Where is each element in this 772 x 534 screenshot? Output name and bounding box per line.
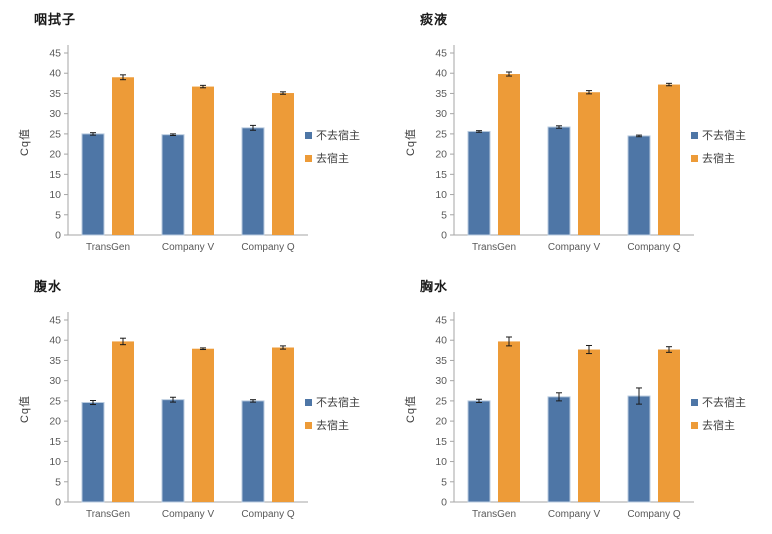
bar-chart: 0 5 10 15 20 25 30 35 40 45 TransGen Company V Compa… (49, 312, 308, 520)
bar-chart: 0 5 10 15 20 25 30 35 40 45 TransGen Company V Compa… (435, 45, 694, 253)
svg-text:15: 15 (49, 436, 61, 448)
svg-text:30: 30 (435, 108, 447, 120)
svg-text:35: 35 (435, 88, 447, 100)
svg-text:5: 5 (55, 476, 61, 488)
legend-item: 去宿主 (691, 150, 746, 166)
svg-text:TransGen: TransGen (86, 509, 130, 520)
legend: 不去宿主 去宿主 (691, 394, 746, 433)
svg-text:10: 10 (435, 456, 447, 468)
svg-text:25: 25 (49, 395, 61, 407)
svg-text:Company V: Company V (162, 242, 215, 253)
chart-panel-pleural-fluid: 胸水 Cq值 0 5 10 15 20 25 30 35 40 45 TransGen Company… (386, 267, 772, 534)
legend-label: 不去宿主 (702, 130, 746, 142)
svg-text:Company Q: Company Q (627, 509, 681, 520)
chart-title: 胸水 (420, 279, 449, 294)
svg-text:30: 30 (435, 375, 447, 387)
svg-text:20: 20 (435, 149, 447, 161)
svg-text:45: 45 (49, 48, 61, 60)
svg-text:25: 25 (49, 128, 61, 140)
svg-text:40: 40 (435, 335, 447, 347)
svg-text:15: 15 (49, 169, 61, 181)
legend-swatch-series2 (691, 154, 698, 162)
svg-text:TransGen: TransGen (86, 242, 130, 253)
svg-text:20: 20 (49, 416, 61, 428)
legend-item: 去宿主 (305, 417, 360, 433)
legend-label: 不去宿主 (316, 397, 360, 409)
chart-panel-sputum: 痰液 Cq值 0 5 10 15 20 25 30 35 40 45 TransGen Company… (386, 0, 772, 267)
legend-item: 不去宿主 (691, 127, 746, 143)
legend-swatch-series2 (305, 154, 312, 162)
svg-text:40: 40 (49, 68, 61, 80)
svg-text:Company Q: Company Q (241, 242, 295, 253)
svg-text:5: 5 (441, 476, 447, 488)
legend-swatch-series2 (305, 421, 312, 429)
svg-text:10: 10 (49, 456, 61, 468)
legend-item: 不去宿主 (305, 127, 360, 143)
svg-text:0: 0 (55, 497, 61, 509)
svg-text:Company V: Company V (548, 242, 601, 253)
legend: 不去宿主 去宿主 (305, 394, 360, 433)
legend-label: 不去宿主 (702, 397, 746, 409)
legend-swatch-series1 (691, 398, 698, 406)
svg-text:TransGen: TransGen (472, 242, 516, 253)
svg-text:40: 40 (435, 68, 447, 80)
legend: 不去宿主 去宿主 (305, 127, 360, 166)
svg-text:35: 35 (49, 355, 61, 367)
svg-text:35: 35 (435, 355, 447, 367)
svg-text:45: 45 (49, 315, 61, 327)
svg-text:45: 45 (435, 315, 447, 327)
svg-text:TransGen: TransGen (472, 509, 516, 520)
bar-chart: 0 5 10 15 20 25 30 35 40 45 TransGen Company V Compa… (49, 45, 308, 253)
chart-title: 咽拭子 (34, 12, 77, 27)
legend-swatch-series1 (305, 131, 312, 139)
svg-text:35: 35 (49, 88, 61, 100)
svg-text:30: 30 (49, 375, 61, 387)
legend-swatch-series2 (691, 421, 698, 429)
svg-text:5: 5 (441, 209, 447, 221)
svg-text:15: 15 (435, 436, 447, 448)
chart-title: 痰液 (420, 12, 449, 27)
svg-text:40: 40 (49, 335, 61, 347)
legend-label: 不去宿主 (316, 130, 360, 142)
legend-item: 不去宿主 (691, 394, 746, 410)
svg-text:25: 25 (435, 128, 447, 140)
legend-label: 去宿主 (702, 420, 735, 432)
svg-text:20: 20 (49, 149, 61, 161)
svg-text:0: 0 (441, 497, 447, 509)
chart-panel-throat-swab: 咽拭子 Cq值 0 5 10 15 20 25 30 35 40 45 TransGen Compan… (0, 0, 386, 267)
svg-text:45: 45 (435, 48, 447, 60)
svg-text:10: 10 (435, 189, 447, 201)
chart-title: 腹水 (34, 279, 63, 294)
svg-text:20: 20 (435, 416, 447, 428)
svg-text:0: 0 (55, 230, 61, 242)
chart-panel-ascites: 腹水 Cq值 0 5 10 15 20 25 30 35 40 45 TransGen Company… (0, 267, 386, 534)
svg-text:15: 15 (435, 169, 447, 181)
legend-swatch-series1 (305, 398, 312, 406)
svg-text:10: 10 (49, 189, 61, 201)
legend: 不去宿主 去宿主 (691, 127, 746, 166)
legend-item: 不去宿主 (305, 394, 360, 410)
svg-text:Company V: Company V (162, 509, 215, 520)
legend-swatch-series1 (691, 131, 698, 139)
legend-item: 去宿主 (305, 150, 360, 166)
bar-chart: 0 5 10 15 20 25 30 35 40 45 TransGen Company V Compa… (435, 312, 694, 520)
legend-label: 去宿主 (316, 153, 349, 165)
legend-item: 去宿主 (691, 417, 746, 433)
svg-text:Company Q: Company Q (241, 509, 295, 520)
svg-text:0: 0 (441, 230, 447, 242)
svg-text:Company V: Company V (548, 509, 601, 520)
legend-label: 去宿主 (702, 153, 735, 165)
svg-text:Company Q: Company Q (627, 242, 681, 253)
svg-text:5: 5 (55, 209, 61, 221)
legend-label: 去宿主 (316, 420, 349, 432)
svg-text:25: 25 (435, 395, 447, 407)
svg-text:30: 30 (49, 108, 61, 120)
